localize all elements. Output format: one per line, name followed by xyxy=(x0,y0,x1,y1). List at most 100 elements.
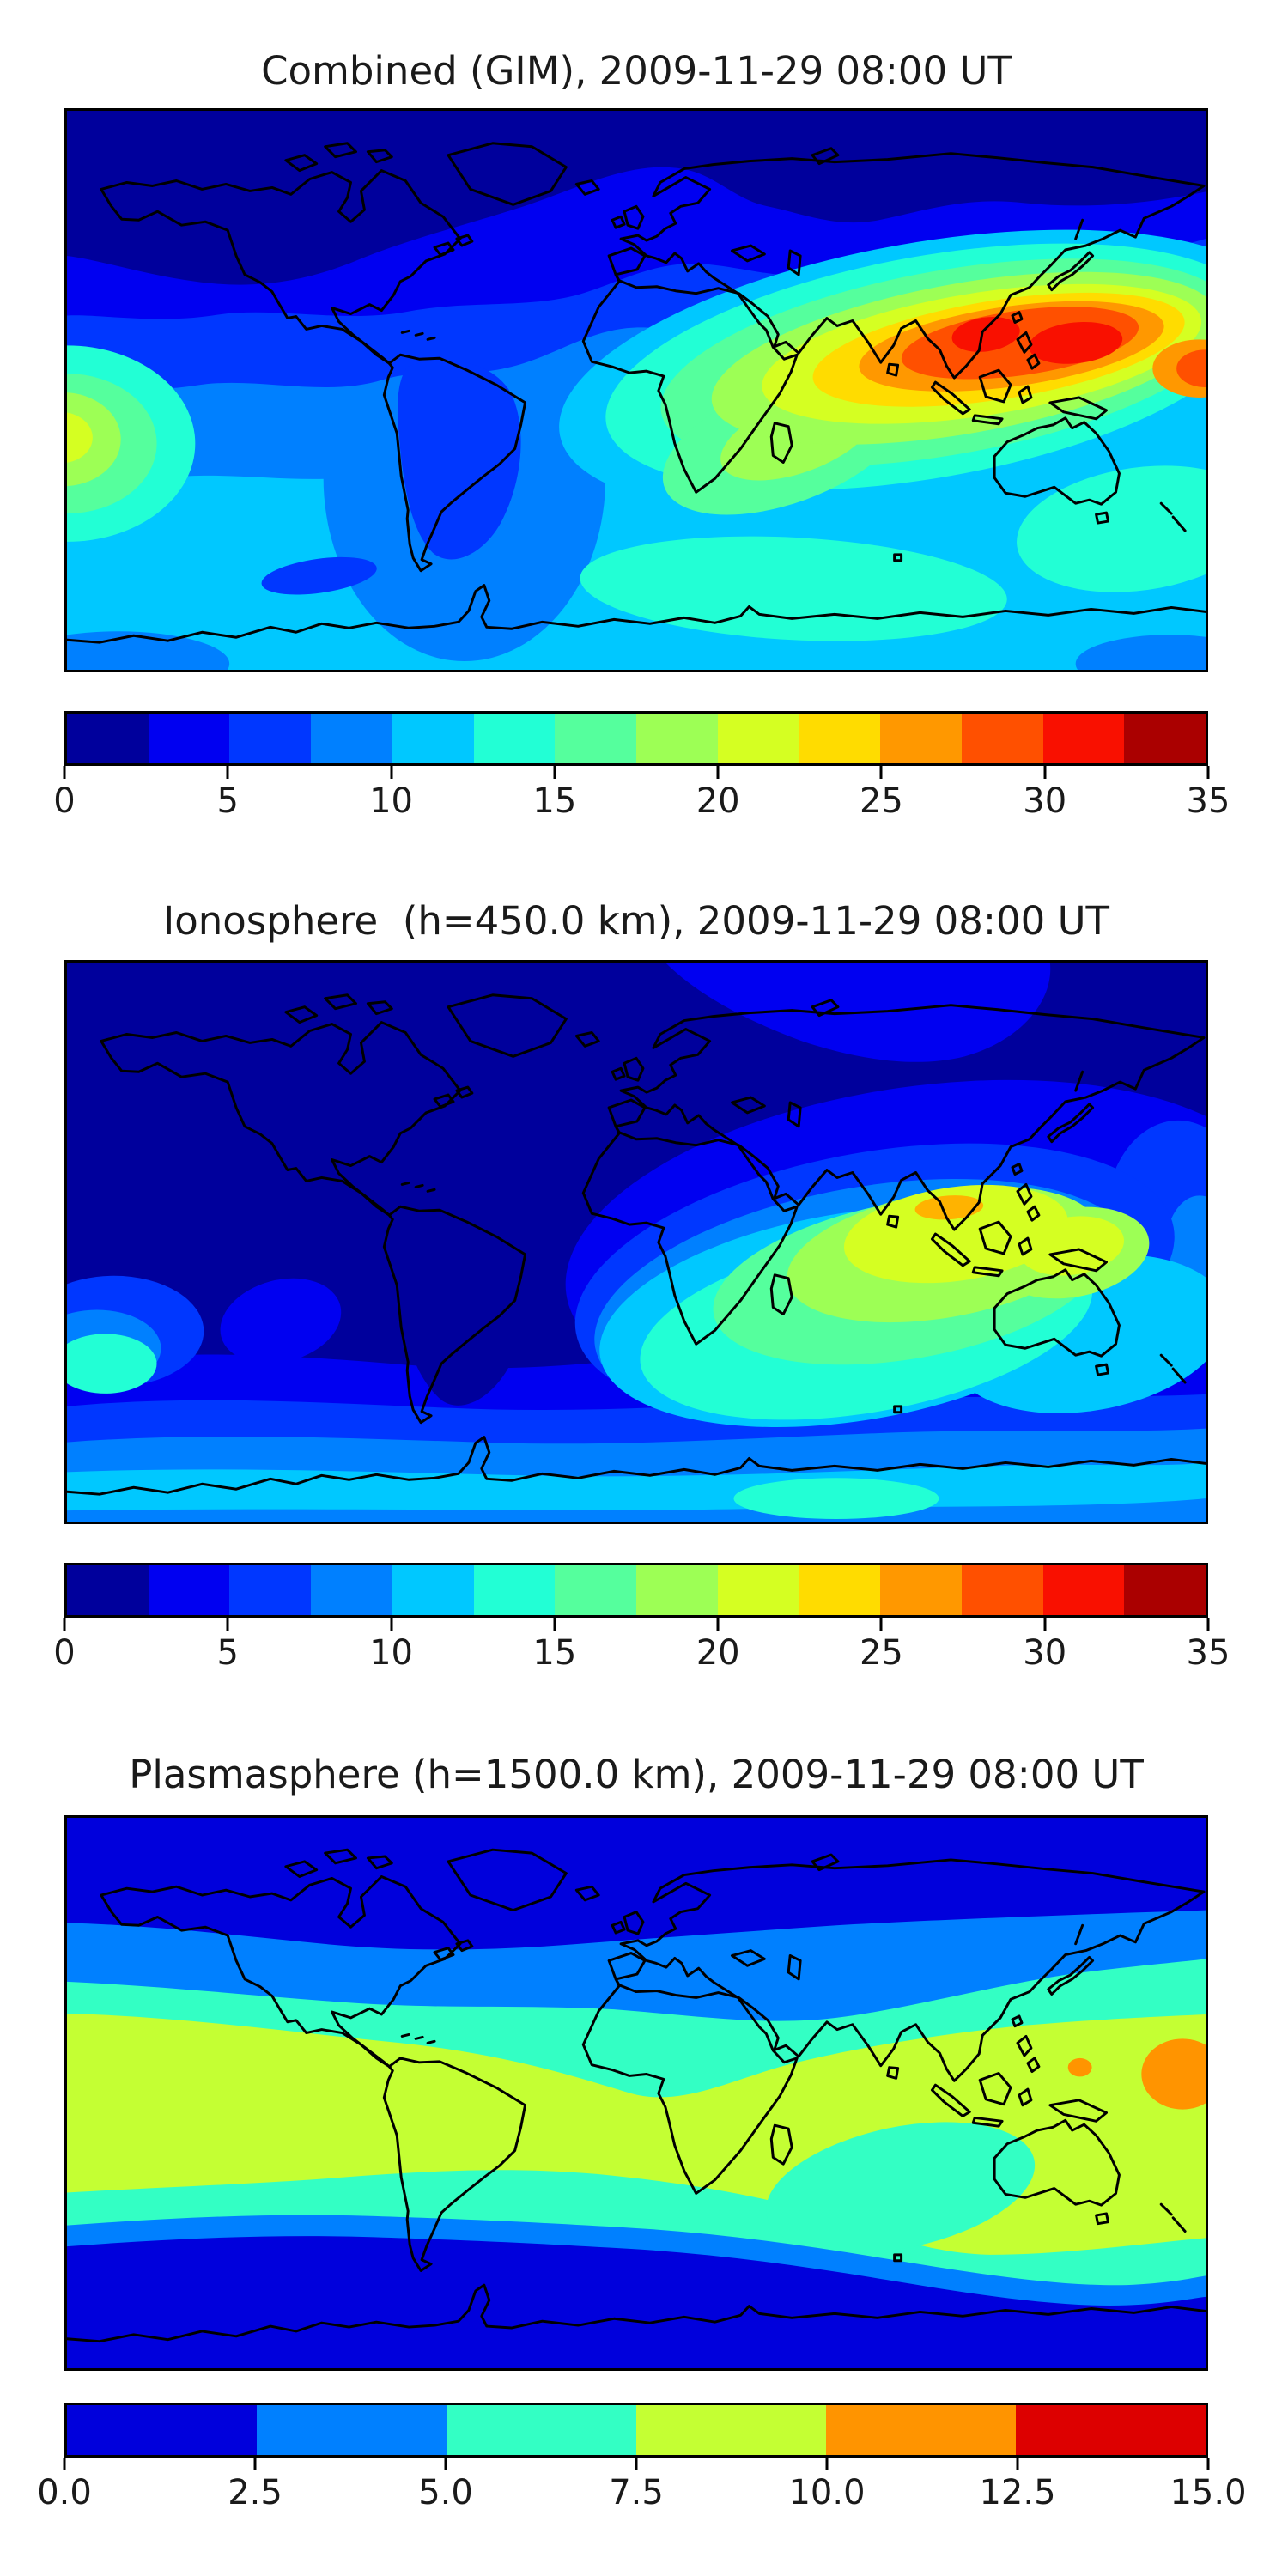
panel1-title: Combined (GIM), 2009-11-29 08:00 UT xyxy=(261,48,1012,94)
panel2-map xyxy=(64,960,1208,1524)
panel3-map-svg xyxy=(67,1818,1206,2368)
colorbar-tick xyxy=(716,766,720,779)
colorbar-tick xyxy=(1206,2458,1210,2470)
colorbar-strip xyxy=(64,711,1208,766)
colorbar-segment xyxy=(1124,1565,1206,1615)
colorbar-tick-label: 15.0 xyxy=(1170,2473,1247,2512)
colorbar-tick xyxy=(390,766,393,779)
colorbar-tick-label: 0 xyxy=(53,1633,76,1673)
colorbar-tick xyxy=(390,1618,393,1631)
colorbar-tick xyxy=(63,2458,66,2470)
colorbar-segment xyxy=(826,2405,1016,2455)
panel1-colorbar: 0 5 10 15 20 25 30 35 xyxy=(53,711,1230,831)
panel2-title: Ionosphere (h=450.0 km), 2009-11-29 08:0… xyxy=(162,898,1110,944)
panel3-map xyxy=(64,1815,1208,2371)
colorbar-tick-label: 20 xyxy=(696,781,740,821)
colorbar-tick-label: 2.5 xyxy=(228,2473,283,2512)
colorbar-segment xyxy=(1042,1565,1125,1615)
colorbar-segment xyxy=(961,1565,1043,1615)
colorbar-tick xyxy=(716,1618,720,1631)
colorbar-segment xyxy=(257,2405,447,2455)
colorbar-segment xyxy=(473,714,556,763)
colorbar-segment xyxy=(447,2405,636,2455)
colorbar-segment xyxy=(148,1565,230,1615)
colorbar-segment xyxy=(1042,714,1125,763)
colorbar-tick xyxy=(1206,766,1210,779)
colorbar-segment xyxy=(148,714,230,763)
colorbar-segment xyxy=(555,1565,637,1615)
colorbar-segment xyxy=(311,714,392,763)
colorbar-tick xyxy=(553,766,556,779)
colorbar-segment xyxy=(717,714,799,763)
panel3-title: Plasmasphere (h=1500.0 km), 2009-11-29 0… xyxy=(129,1752,1144,1797)
colorbar-tick xyxy=(553,1618,556,1631)
colorbar-tick xyxy=(444,2458,447,2470)
colorbar-segment xyxy=(311,1565,392,1615)
colorbar-segment xyxy=(717,1565,799,1615)
colorbar-tick-label: 15 xyxy=(532,781,577,821)
colorbar-tick-label: 35 xyxy=(1186,781,1230,821)
colorbar-tick xyxy=(1206,1618,1210,1631)
colorbar-tick-label: 7.5 xyxy=(609,2473,664,2512)
colorbar-segment xyxy=(880,1565,962,1615)
colorbar-segment xyxy=(67,2405,257,2455)
colorbar-segment xyxy=(67,714,149,763)
colorbar-tick xyxy=(1016,2458,1019,2470)
colorbar-strip xyxy=(64,2403,1208,2458)
colorbar-tick xyxy=(879,1618,883,1631)
colorbar-axis: 0 5 10 15 20 25 30 35 xyxy=(53,766,1230,831)
colorbar-tick-label: 5 xyxy=(216,781,240,821)
colorbar-segment xyxy=(799,714,881,763)
colorbar-tick xyxy=(226,766,229,779)
colorbar-strip xyxy=(64,1563,1208,1618)
colorbar-tick-label: 30 xyxy=(1023,781,1067,821)
colorbar-tick-label: 5 xyxy=(216,1633,240,1673)
colorbar-axis: 0 5 10 15 20 25 30 35 xyxy=(53,1618,1230,1683)
colorbar-segment xyxy=(636,2405,826,2455)
colorbar-segment xyxy=(1016,2405,1206,2455)
colorbar-axis: 0.0 2.5 5.0 7.5 10.0 12.5 15.0 xyxy=(37,2458,1247,2523)
colorbar-tick-label: 10 xyxy=(369,781,414,821)
contour-layers xyxy=(67,963,1206,1522)
colorbar-tick xyxy=(1043,766,1047,779)
colorbar-segment xyxy=(229,1565,312,1615)
colorbar-segment xyxy=(799,1565,881,1615)
panel1-map xyxy=(64,108,1208,672)
colorbar-tick-label: 15 xyxy=(532,1633,577,1673)
colorbar-tick-label: 0 xyxy=(53,781,76,821)
colorbar-tick xyxy=(63,1618,66,1631)
colorbar-tick-label: 35 xyxy=(1186,1633,1230,1673)
colorbar-segment xyxy=(392,714,474,763)
panel2-map-svg xyxy=(67,963,1206,1522)
colorbar-tick-label: 10.0 xyxy=(788,2473,866,2512)
colorbar-tick-label: 25 xyxy=(859,781,903,821)
colorbar-segment xyxy=(555,714,637,763)
colorbar-segment xyxy=(67,1565,149,1615)
contour-layers xyxy=(67,111,1206,670)
colorbar-segment xyxy=(1124,714,1206,763)
colorbar-tick xyxy=(253,2458,257,2470)
colorbar-tick-label: 12.5 xyxy=(979,2473,1056,2512)
colorbar-tick xyxy=(1043,1618,1047,1631)
colorbar-segment xyxy=(392,1565,474,1615)
colorbar-tick-label: 25 xyxy=(859,1633,903,1673)
panel2-colorbar: 0 5 10 15 20 25 30 35 xyxy=(53,1563,1230,1683)
colorbar-segment xyxy=(636,714,718,763)
panel3-colorbar: 0.0 2.5 5.0 7.5 10.0 12.5 15.0 xyxy=(37,2403,1247,2523)
colorbar-segment xyxy=(880,714,962,763)
colorbar-tick xyxy=(635,2458,638,2470)
colorbar-tick-label: 5.0 xyxy=(418,2473,473,2512)
colorbar-segment xyxy=(473,1565,556,1615)
colorbar-tick xyxy=(63,766,66,779)
colorbar-segment xyxy=(636,1565,718,1615)
colorbar-tick-label: 20 xyxy=(696,1633,740,1673)
contour-layers xyxy=(67,1818,1206,2368)
panel1-map-svg xyxy=(67,111,1206,670)
colorbar-segment xyxy=(961,714,1043,763)
colorbar-tick-label: 10 xyxy=(369,1633,414,1673)
colorbar-tick xyxy=(825,2458,829,2470)
colorbar-segment xyxy=(229,714,312,763)
colorbar-tick-label: 30 xyxy=(1023,1633,1067,1673)
colorbar-tick-label: 0.0 xyxy=(37,2473,92,2512)
